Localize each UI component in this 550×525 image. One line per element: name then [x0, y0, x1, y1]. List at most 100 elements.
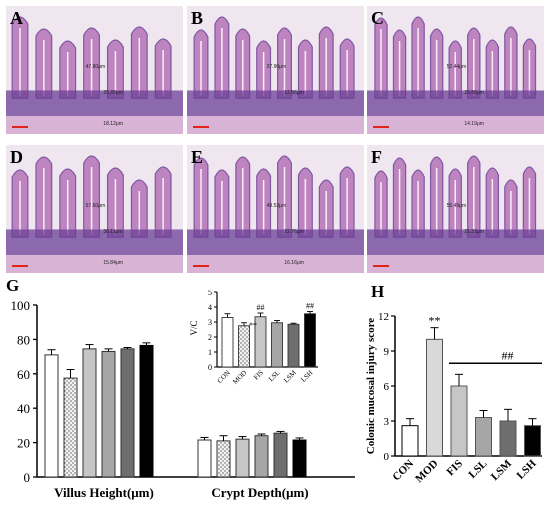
scale-bar: [193, 126, 209, 128]
measure-label: 37.90μm: [266, 63, 287, 70]
panel-label: E: [191, 147, 204, 167]
inset-x-tick: LSL: [267, 369, 281, 383]
x-tick-label: LSM: [489, 457, 515, 483]
significance-mark: **: [429, 314, 441, 328]
y-tick-label: 0: [384, 451, 390, 463]
inset-bar-lsl: [271, 322, 283, 368]
error-bar: [257, 433, 266, 436]
measure-label: 14.19μm: [464, 121, 484, 128]
measure-label: 55.49μm: [446, 202, 467, 209]
inset-y-tick: 2: [208, 333, 212, 342]
measure-label: 47.80μm: [85, 63, 106, 70]
inset-y-tick: 3: [208, 318, 212, 327]
bar-lsm: [120, 348, 135, 478]
inset-bar-mod: [238, 325, 250, 368]
bar-con: [197, 439, 212, 478]
bar-lsl: [475, 417, 492, 457]
micrograph-c: 52.44μm 20.86μm 14.19μm C: [367, 6, 544, 134]
bar-fis: [82, 348, 97, 478]
bar-fis: [450, 385, 468, 457]
micrograph-e: 48.53μm 22.76μm 16.16μm E: [187, 145, 364, 273]
measure-label: 22.76μm: [284, 229, 304, 236]
inset-x-tick: LSH: [299, 369, 314, 384]
x-tick-label: FIS: [445, 458, 466, 479]
group-label: Crypt Depth(μm): [211, 485, 308, 500]
bar-lsh: [139, 344, 154, 478]
panel-label-g: G: [6, 276, 20, 295]
bar-fis: [235, 438, 250, 478]
micrograph-f: 55.49μm 21.32μm F: [367, 145, 544, 273]
y-tick-label: 12: [378, 311, 389, 323]
y-tick-label: 3: [384, 416, 390, 428]
x-tick-label: LSL: [466, 458, 489, 481]
significance-mark: ##: [306, 302, 314, 311]
y-tick-label: 100: [11, 298, 31, 313]
inset-x-tick: MOD: [231, 369, 248, 386]
measure-label: 15.84μm: [103, 260, 123, 267]
panel-label: A: [10, 8, 23, 28]
error-bar: [295, 437, 304, 441]
panel-label: D: [10, 147, 23, 167]
error-bar: [238, 436, 247, 440]
tissue-image: [367, 145, 544, 273]
micrograph-b: 37.90μm 12.56μm B: [187, 6, 364, 134]
inset-bar-lsh: [304, 313, 316, 368]
significance-mark: **: [249, 321, 257, 330]
x-tick-label: LSH: [515, 457, 539, 481]
bar-lsm: [273, 432, 288, 478]
measure-label: 30.11μm: [103, 229, 123, 236]
bar-lsh: [524, 425, 541, 457]
significance-mark: ##: [257, 303, 265, 312]
inset-bar-con: [221, 317, 234, 368]
y-tick-label: 60: [17, 367, 30, 382]
tissue-image: [187, 145, 364, 273]
measure-label: 21.32μm: [464, 229, 484, 236]
significance-mark: ##: [502, 348, 514, 362]
measure-label: 12.56μm: [284, 90, 304, 97]
error-bar: [104, 348, 113, 352]
bar-lsl: [254, 435, 269, 478]
tissue-image: [187, 6, 364, 134]
bar-mod: [426, 338, 443, 457]
measure-label: 48.53μm: [266, 202, 287, 209]
x-tick-label: MOD: [413, 458, 441, 486]
error-bar: [142, 342, 151, 346]
scale-bar: [373, 265, 389, 267]
micrograph-d: 57.60μm 30.11μm 15.84μm D: [6, 145, 183, 273]
inset-x-tick: LSM: [282, 368, 298, 384]
scale-bar: [12, 265, 28, 267]
inset-x-tick: FIS: [252, 369, 265, 382]
error-bar: [200, 436, 209, 441]
inset-y-tick: 0: [208, 363, 212, 372]
error-bar: [219, 435, 228, 441]
bar-con: [44, 354, 59, 478]
y-tick-label: 0: [24, 470, 31, 485]
y-tick-label: 20: [17, 436, 30, 451]
x-tick-label: CON: [390, 458, 416, 484]
measure-label: 57.60μm: [85, 202, 106, 209]
panel-label: F: [371, 147, 382, 167]
measure-label: 16.16μm: [284, 260, 304, 267]
error-bar: [66, 369, 75, 379]
bar-mod: [216, 440, 231, 478]
measure-label: 52.44μm: [446, 63, 467, 70]
bar-lsm: [499, 420, 517, 457]
panel-label: B: [191, 8, 204, 28]
y-tick-label: 40: [17, 401, 30, 416]
y-tick-label: 9: [384, 346, 390, 358]
error-bar: [85, 344, 94, 349]
error-bar: [123, 346, 132, 349]
bar-lsh: [292, 439, 307, 478]
scale-bar: [193, 265, 209, 267]
error-bar: [276, 430, 285, 434]
inset-x-tick: CON: [216, 369, 232, 385]
scale-bar: [12, 126, 28, 128]
group-label: Villus Height(μm): [54, 485, 154, 500]
tissue-image: [6, 6, 183, 134]
panel-label-h: H: [371, 282, 385, 301]
error-bar: [47, 349, 56, 355]
bar-lsl: [101, 350, 116, 478]
micrograph-a: 47.80μm 25.20μm 18.12μm A: [6, 6, 183, 134]
panel-label: C: [371, 8, 384, 28]
